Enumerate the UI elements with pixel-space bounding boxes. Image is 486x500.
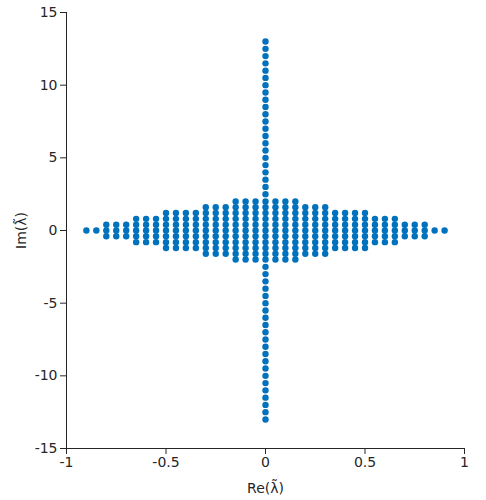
svg-text:10: 10 [40, 77, 58, 93]
svg-text:-5: -5 [44, 295, 58, 311]
svg-text:Re(λ̃): Re(λ̃) [247, 479, 284, 496]
svg-text:-1: -1 [60, 454, 74, 470]
svg-text:0: 0 [261, 454, 270, 470]
svg-text:-10: -10 [35, 367, 58, 383]
svg-text:5: 5 [49, 149, 58, 165]
svg-text:0: 0 [49, 222, 58, 238]
svg-text:-15: -15 [35, 440, 58, 456]
svg-text:Im(λ̃): Im(λ̃) [13, 212, 30, 249]
svg-text:15: 15 [40, 4, 58, 20]
svg-text:1: 1 [460, 454, 469, 470]
svg-text:0.5: 0.5 [354, 454, 376, 470]
svg-text:-0.5: -0.5 [152, 454, 179, 470]
